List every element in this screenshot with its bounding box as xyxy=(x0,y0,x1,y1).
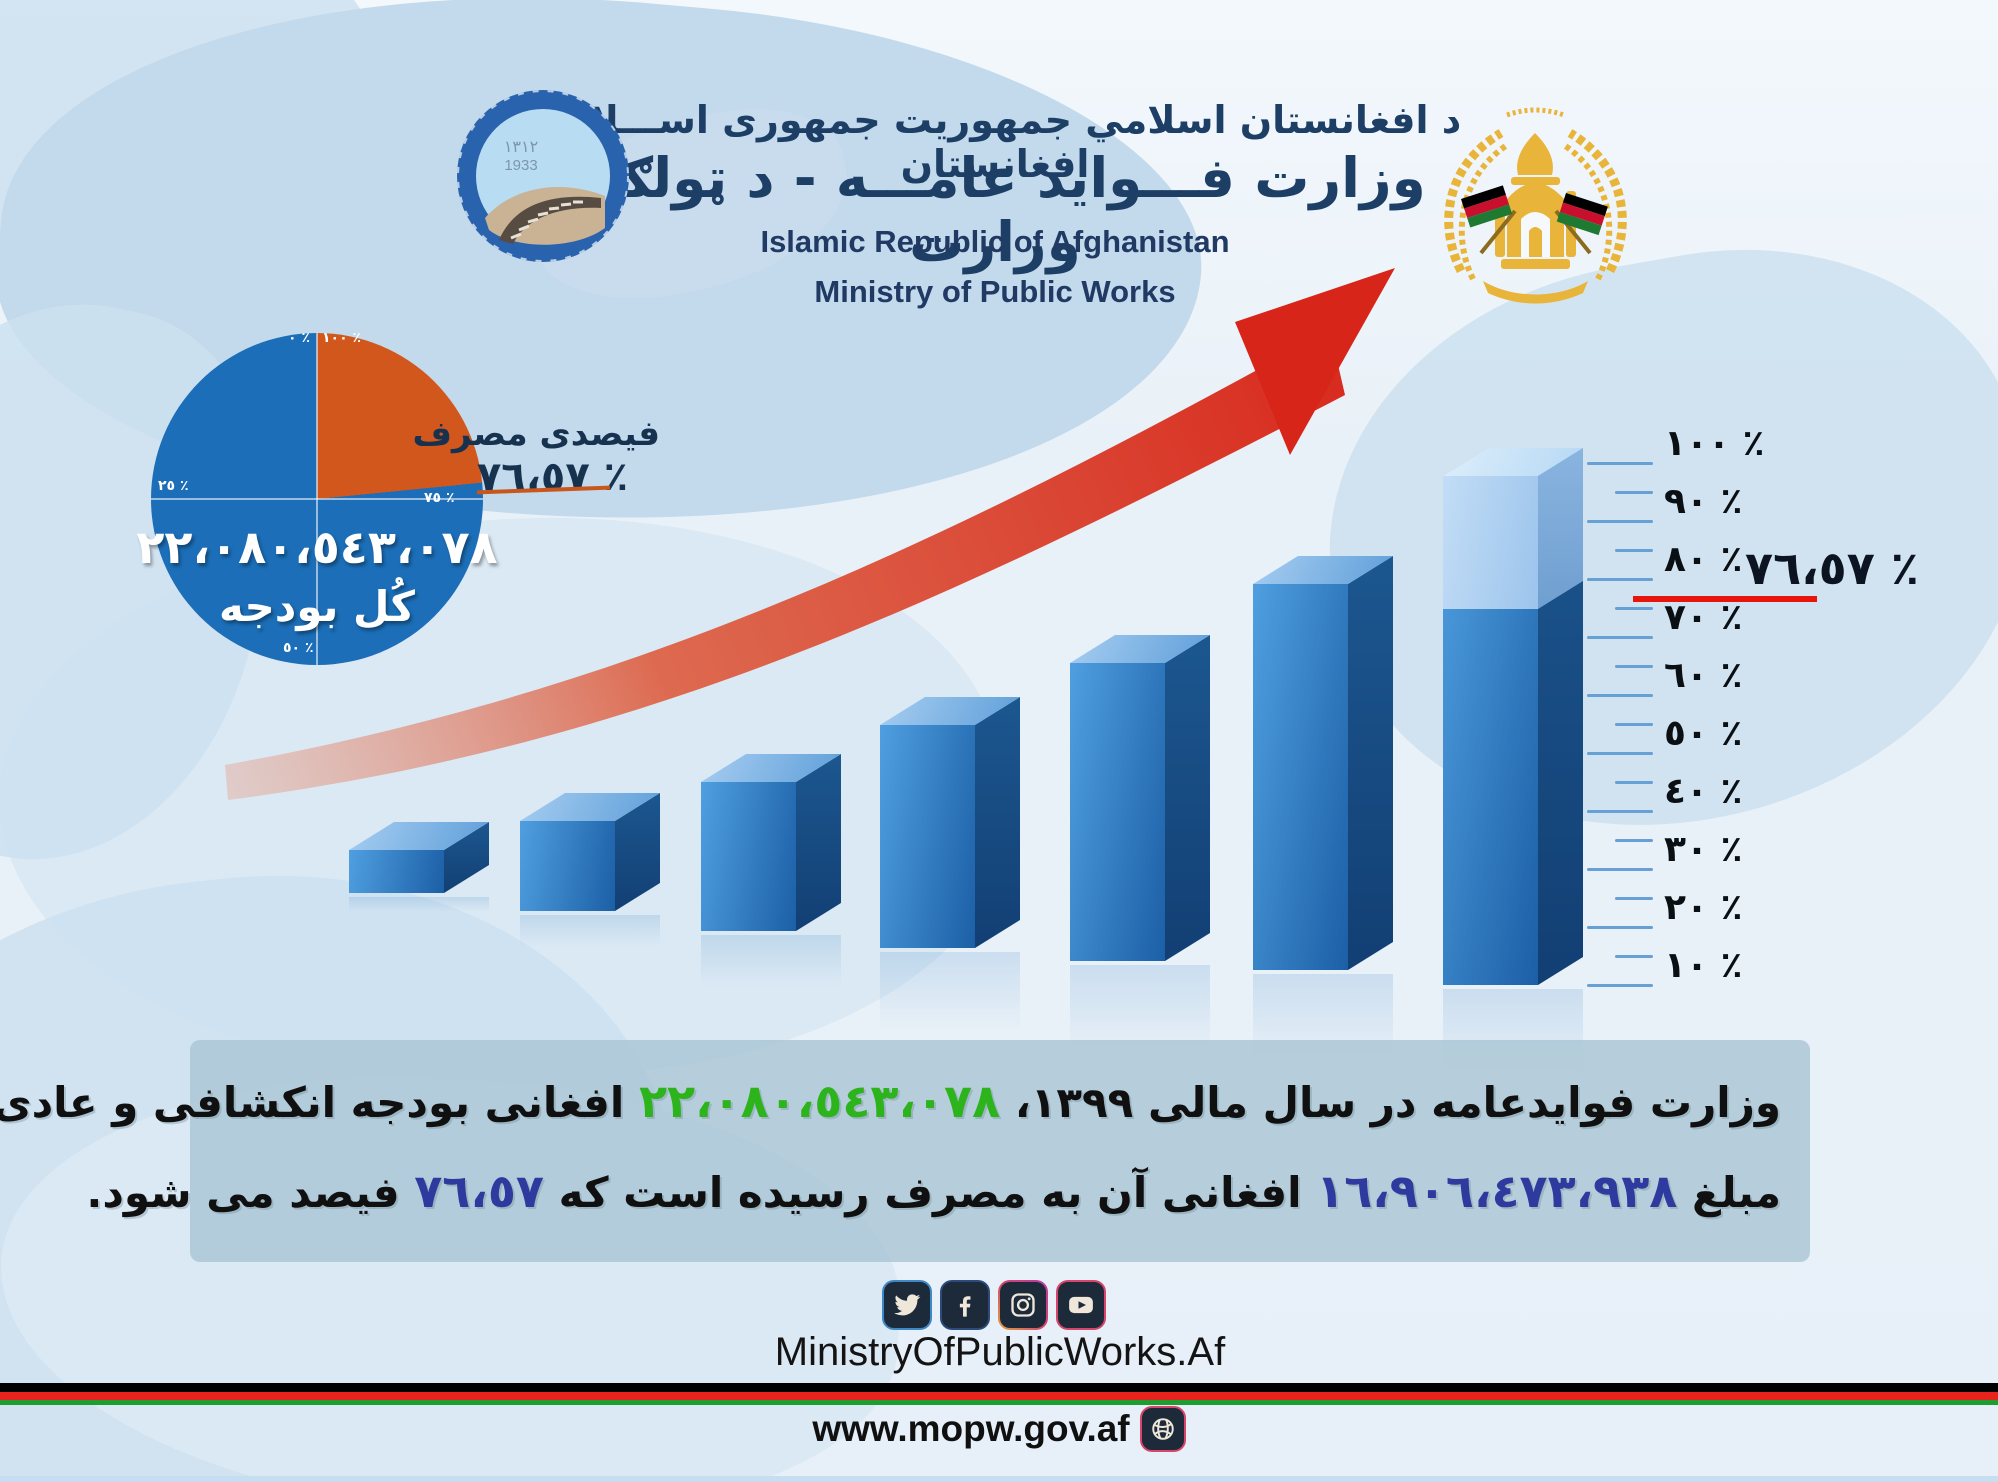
youtube-icon[interactable] xyxy=(1056,1280,1106,1330)
summary-l1b: افغانی بودجه انکشافی و عادی داشت، xyxy=(0,1078,625,1127)
bar-face xyxy=(1538,448,1583,609)
axis-tick-label: ١٠ ٪ xyxy=(1664,945,1743,986)
summary-l2c: فیصد می شود. xyxy=(86,1168,415,1217)
threshold-label: ٧٦،٥٧ ٪ xyxy=(1745,541,1919,595)
axis-tick xyxy=(1587,868,1653,871)
axis-tick xyxy=(1615,723,1653,726)
bar-face xyxy=(1348,556,1393,970)
pie-divider-horizontal xyxy=(151,498,483,500)
axis-tick xyxy=(1587,752,1653,755)
bar xyxy=(1443,448,1583,609)
axis-tick xyxy=(1587,926,1653,929)
summary-band xyxy=(190,1040,1810,1262)
summary-line-1: وزارت فوایدعامه در سال مالی ١٣٩٩، ٢٢،٠٨٠… xyxy=(0,1078,1781,1127)
axis-tick xyxy=(1615,839,1653,842)
bar xyxy=(880,697,1020,948)
axis-tick-label: ١٠٠ ٪ xyxy=(1664,423,1765,464)
summary-percent-number: ٧٦،٥٧ xyxy=(414,1164,544,1218)
summary-l1a: وزارت فوایدعامه در سال مالی ١٣٩٩، xyxy=(1000,1078,1781,1127)
pie-total-caption: کُل بودجه xyxy=(219,582,415,631)
ministry-logo: ١٣١٢ 1933 xyxy=(455,88,631,268)
bar-face xyxy=(1443,476,1538,609)
axis-tick xyxy=(1615,549,1653,552)
summary-l2a: مبلغ xyxy=(1677,1168,1781,1217)
pie-tick-50: ٥٠ ٪ xyxy=(283,640,314,656)
social-handle[interactable]: MinistryOfPublicWorks.Af xyxy=(774,1330,1226,1374)
flag-stripe-black xyxy=(0,1383,1998,1392)
header-title-en1: Islamic Republic of Afghanistan xyxy=(760,224,1230,259)
bar-face xyxy=(975,697,1020,948)
pie-callout-title: فیصدی مصرف xyxy=(412,414,660,454)
bar xyxy=(349,822,489,893)
website-row: www.mopw.gov.af xyxy=(699,1406,1299,1452)
header-title-pashto: د افغانستان اسلامي جمهوريت جمهوری اســـل… xyxy=(528,98,1462,186)
bar-face xyxy=(1253,584,1348,970)
bar xyxy=(1253,556,1393,970)
logo-year-fa: ١٣١٢ xyxy=(504,137,538,156)
afghanistan-emblem xyxy=(1423,103,1648,312)
axis-tick xyxy=(1587,984,1653,987)
header-title-dari: وزارت فـــواید عامـــه - د ټولګټو وزارت xyxy=(564,146,1426,274)
axis-tick xyxy=(1587,462,1653,465)
bottom-edge xyxy=(0,1476,1998,1482)
axis-tick xyxy=(1615,665,1653,668)
bar-reflection xyxy=(701,935,841,988)
bar-face xyxy=(796,754,841,931)
axis-tick xyxy=(1615,781,1653,784)
axis-tick xyxy=(1587,520,1653,523)
bar-face xyxy=(701,782,796,931)
bar-face xyxy=(1070,663,1165,961)
flag-stripe-red xyxy=(0,1392,1998,1400)
pie-tick-0: ٠ ٪ xyxy=(288,330,310,346)
bar-face xyxy=(520,821,615,911)
axis-tick-label: ٩٠ ٪ xyxy=(1664,481,1743,522)
website-url[interactable]: www.mopw.gov.af xyxy=(812,1408,1130,1449)
axis-tick xyxy=(1587,810,1653,813)
bar-reflection xyxy=(349,897,489,913)
summary-total-number: ٢٢،٠٨٠،٥٤٣،٠٧٨ xyxy=(638,1074,1001,1128)
header-title-en2: Ministry of Public Works xyxy=(814,274,1176,309)
bar xyxy=(520,793,660,911)
axis-tick xyxy=(1587,636,1653,639)
axis-tick-label: ٧٠ ٪ xyxy=(1664,597,1743,638)
axis-tick-label: ٥٠ ٪ xyxy=(1664,713,1743,754)
axis-tick xyxy=(1615,897,1653,900)
pie-total-number: ٢٢،٠٨٠،٥٤٣،٠٧٨ xyxy=(136,520,498,574)
bar xyxy=(1070,635,1210,961)
emblem-flag-right xyxy=(1554,193,1608,255)
twitter-icon[interactable] xyxy=(882,1280,932,1330)
axis-tick-label: ٤٠ ٪ xyxy=(1664,771,1743,812)
axis-tick-label: ٨٠ ٪ xyxy=(1664,539,1743,580)
bar-reflection xyxy=(880,952,1020,1031)
axis-tick-label: ٦٠ ٪ xyxy=(1664,655,1743,696)
axis-tick-label: ٣٠ ٪ xyxy=(1664,829,1743,870)
pie-tick-100: ١٠٠ ٪ xyxy=(322,330,362,346)
axis-tick xyxy=(1615,955,1653,958)
axis-tick xyxy=(1615,491,1653,494)
axis-tick xyxy=(1587,694,1653,697)
summary-l2b: افغانی آن به مصرف رسیده است که xyxy=(543,1168,1317,1217)
pie-tick-25: ٢٥ ٪ xyxy=(158,478,189,494)
summary-spent-number: ١٦،٩٠٦،٤٧٣،٩٣٨ xyxy=(1316,1164,1678,1218)
bar-face xyxy=(1165,635,1210,961)
threshold-line xyxy=(1633,596,1817,602)
instagram-icon[interactable] xyxy=(998,1280,1048,1330)
bar-face xyxy=(880,725,975,948)
pie-tick-75: ٧٥ ٪ xyxy=(424,490,455,506)
facebook-icon[interactable] xyxy=(940,1280,990,1330)
social-icons xyxy=(882,1280,1106,1330)
axis-tick-label: ٢٠ ٪ xyxy=(1664,887,1743,928)
axis-tick xyxy=(1615,607,1653,610)
web-globe-icon[interactable] xyxy=(1139,1406,1186,1452)
emblem-flag-left xyxy=(1461,185,1517,255)
logo-year-en: 1933 xyxy=(504,157,537,174)
summary-line-2: مبلغ ١٦،٩٠٦،٤٧٣،٩٣٨ افغانی آن به مصرف رس… xyxy=(86,1168,1781,1217)
bar-reflection xyxy=(520,915,660,947)
axis-tick xyxy=(1587,578,1653,581)
flag-stripe-green xyxy=(0,1400,1998,1405)
bar xyxy=(701,754,841,931)
bar-face xyxy=(349,850,444,893)
